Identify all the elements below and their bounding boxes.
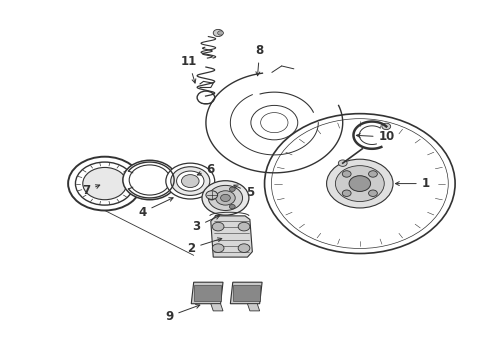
Circle shape [335,166,384,202]
Polygon shape [233,285,260,301]
Circle shape [238,244,250,252]
Text: 1: 1 [395,177,430,190]
Circle shape [349,176,370,192]
Text: 11: 11 [181,55,197,83]
Circle shape [166,163,215,199]
Circle shape [181,175,199,188]
Circle shape [171,167,210,195]
Circle shape [212,244,224,252]
Polygon shape [247,304,260,311]
Circle shape [208,185,243,211]
Polygon shape [211,216,252,257]
Text: 7: 7 [82,184,100,197]
Circle shape [213,30,223,37]
Circle shape [338,160,347,166]
Circle shape [218,31,223,35]
Circle shape [68,157,142,211]
Circle shape [83,167,127,200]
Circle shape [343,171,351,177]
Text: 5: 5 [234,185,254,199]
Polygon shape [211,304,223,311]
Text: 10: 10 [356,130,395,144]
Circle shape [343,190,351,197]
Circle shape [238,222,250,231]
Circle shape [220,194,230,202]
Circle shape [176,171,204,191]
Text: 9: 9 [165,305,200,323]
Circle shape [129,165,170,195]
Text: 3: 3 [192,216,220,233]
Circle shape [209,196,215,200]
Text: 2: 2 [187,238,222,255]
Circle shape [75,162,134,205]
Polygon shape [191,282,223,304]
Circle shape [368,171,377,177]
Circle shape [212,222,224,231]
Circle shape [229,204,235,209]
Text: 6: 6 [197,163,215,176]
Polygon shape [230,282,262,304]
Circle shape [368,190,377,197]
Circle shape [265,114,455,253]
Circle shape [327,159,393,208]
Text: 8: 8 [255,44,264,76]
Circle shape [123,160,176,200]
Circle shape [382,123,391,130]
Circle shape [229,187,235,192]
Text: 4: 4 [138,198,173,219]
Circle shape [202,181,249,215]
Polygon shape [194,285,220,301]
Circle shape [206,191,218,199]
Circle shape [216,191,235,205]
